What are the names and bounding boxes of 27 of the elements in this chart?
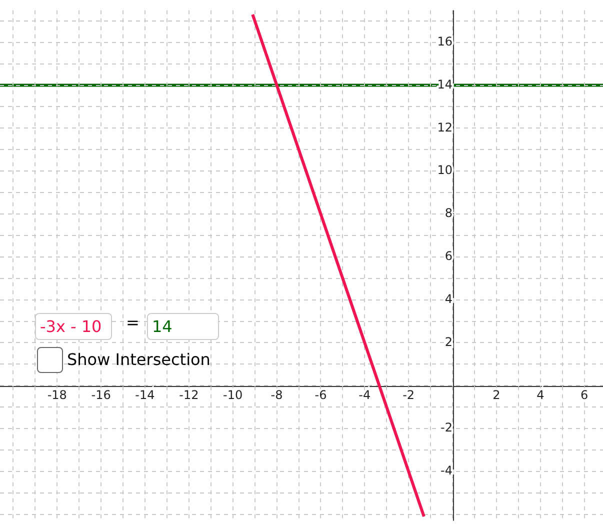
y-tick-label: 2 bbox=[444, 334, 453, 349]
x-tick-label: -6 bbox=[314, 388, 327, 402]
annotation: = bbox=[126, 313, 140, 332]
x-tick-label: -10 bbox=[223, 388, 243, 402]
y-tick-label: 6 bbox=[444, 249, 453, 264]
x-tick-label: 6 bbox=[580, 388, 588, 402]
y-tick-label: 10 bbox=[437, 163, 453, 178]
x-tick-label: -12 bbox=[179, 388, 199, 402]
x-tick-label: -2 bbox=[402, 388, 415, 402]
y-tick-label: 4 bbox=[444, 292, 453, 306]
text-field: 14 bbox=[147, 313, 219, 340]
x-tick-label: -4 bbox=[358, 388, 371, 402]
annotation: 14 bbox=[152, 317, 172, 336]
y-tick-label: -4 bbox=[440, 464, 453, 478]
text-field: -3x - 10 bbox=[35, 313, 112, 340]
y-tick-label: 12 bbox=[437, 120, 453, 134]
x-tick-label: 2 bbox=[492, 388, 500, 402]
annotation: Show Intersection bbox=[67, 350, 210, 369]
x-tick-label: -14 bbox=[135, 388, 155, 402]
y-tick-label: -2 bbox=[440, 420, 453, 435]
x-tick-label: 4 bbox=[536, 388, 544, 402]
y-tick-label: 8 bbox=[444, 206, 453, 220]
x-tick-label: -18 bbox=[47, 388, 67, 402]
y-tick-label: 16 bbox=[437, 34, 453, 49]
x-tick-label: -16 bbox=[91, 388, 111, 402]
annotation: -3x - 10 bbox=[40, 317, 102, 336]
x-tick-label: -8 bbox=[270, 388, 283, 402]
